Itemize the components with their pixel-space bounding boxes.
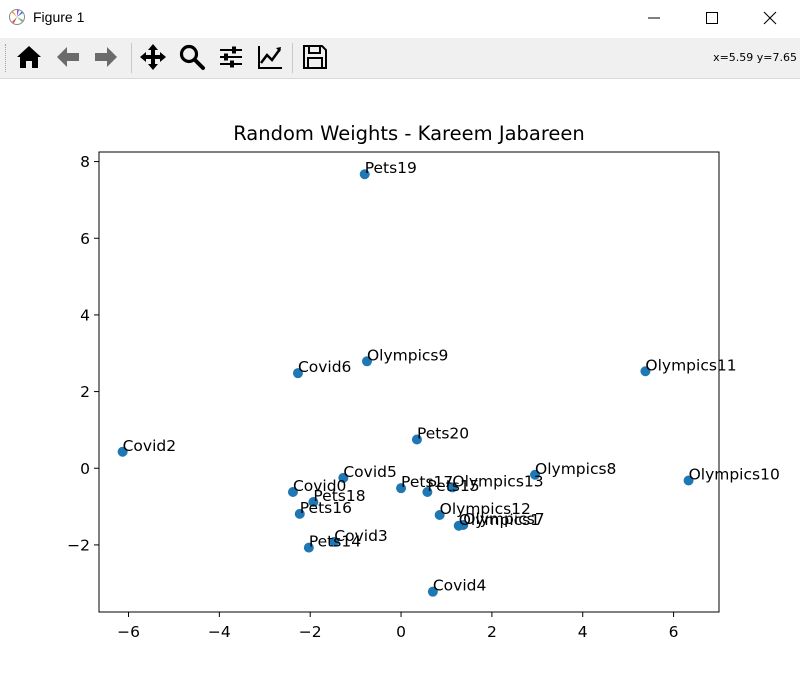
arrow-right-icon	[95, 47, 117, 67]
zoom-button[interactable]	[176, 41, 208, 73]
chart-title: Random Weights - Kareem Jabareen	[233, 122, 585, 145]
toolbar-grip	[5, 44, 8, 72]
y-axis: −2 0 2 4 6 8	[67, 153, 99, 554]
toolbar-separator	[292, 43, 293, 73]
point-label: Olympics10	[689, 466, 780, 484]
minimize-icon	[648, 17, 660, 19]
data-point	[292, 368, 303, 379]
point-label: Pets17	[401, 473, 453, 491]
data-point	[117, 446, 128, 457]
data-point	[422, 487, 433, 498]
y-tick-label: 2	[80, 383, 90, 401]
data-points	[117, 169, 694, 597]
y-tick-label: 6	[80, 230, 90, 248]
data-point	[427, 586, 438, 597]
axes-frame	[98, 151, 720, 613]
point-label: Covid5	[343, 463, 397, 481]
maximize-button[interactable]	[683, 0, 741, 36]
y-tick-label: 0	[80, 460, 90, 478]
data-point	[329, 536, 340, 547]
x-tick-label: 2	[487, 623, 497, 641]
data-point	[683, 475, 694, 486]
sliders-icon	[220, 46, 242, 68]
x-tick-label: 6	[669, 623, 679, 641]
forward-button[interactable]	[90, 41, 122, 73]
toolbar-separator	[131, 43, 132, 73]
point-label: Olympics12	[440, 500, 531, 518]
data-point	[338, 472, 349, 483]
point-label: Covid2	[123, 437, 177, 455]
point-label: Olympics1	[459, 511, 540, 529]
point-label: Olympics9	[367, 346, 448, 364]
point-label: Pets16	[300, 499, 352, 517]
save-button[interactable]	[299, 41, 331, 73]
save-icon	[303, 45, 327, 69]
point-label: Pets19	[365, 159, 417, 177]
x-tick-label: −2	[299, 623, 322, 641]
data-point	[287, 487, 298, 498]
back-button[interactable]	[52, 41, 84, 73]
close-button[interactable]	[741, 0, 799, 36]
close-icon	[763, 11, 777, 25]
data-point	[640, 366, 651, 377]
x-tick-label: 0	[396, 623, 406, 641]
data-point	[308, 496, 319, 507]
data-point	[303, 542, 314, 553]
point-label: Olympics7	[463, 510, 544, 528]
point-labels: Covid0 Olympics1 Covid2 Covid3 Covid4 Covid5 C…	[123, 159, 780, 594]
title-bar: Figure 1	[0, 0, 800, 36]
chart-line-icon	[258, 46, 282, 69]
y-tick-label: −2	[67, 536, 90, 554]
point-label: Olympics13	[452, 472, 543, 490]
x-axis: −6 −4 −2 0 2 4 6	[117, 612, 679, 641]
point-label: Pets20	[417, 425, 469, 443]
edit-axis-button[interactable]	[254, 41, 286, 73]
move-icon	[140, 44, 166, 70]
scatter-chart: Random Weights - Kareem Jabareen −6 −4 −2 0…	[67, 122, 780, 641]
point-label: Pets14	[309, 533, 361, 551]
x-tick-label: −4	[208, 623, 231, 641]
y-tick-label: 8	[80, 153, 90, 171]
point-label: Covid6	[298, 358, 352, 376]
home-icon	[17, 46, 41, 68]
minimize-button[interactable]	[625, 0, 683, 36]
point-label: Pets15	[427, 477, 479, 495]
navigation-toolbar: x=5.59 y=7.65	[0, 38, 800, 79]
point-label: Olympics11	[645, 356, 736, 374]
point-label: Covid4	[433, 577, 487, 595]
data-point	[294, 508, 305, 519]
pan-button[interactable]	[137, 41, 169, 73]
data-point	[396, 483, 407, 494]
subplots-button[interactable]	[215, 41, 247, 73]
point-label: Pets18	[313, 487, 365, 505]
y-tick-label: 4	[80, 306, 90, 324]
data-point	[361, 356, 372, 367]
data-point	[359, 169, 370, 180]
arrow-left-icon	[57, 47, 79, 67]
cursor-coordinates: x=5.59 y=7.65	[713, 51, 797, 64]
data-point	[434, 510, 445, 521]
point-label: Covid0	[293, 477, 347, 495]
data-point	[530, 469, 541, 480]
x-tick-label: 4	[578, 623, 588, 641]
figure-canvas[interactable]: Random Weights - Kareem Jabareen −6 −4 −2 0…	[0, 79, 800, 679]
maximize-icon	[706, 12, 718, 24]
zoom-icon	[179, 44, 205, 70]
data-point	[411, 434, 422, 445]
window-title: Figure 1	[33, 9, 85, 25]
point-label: Olympics8	[535, 460, 616, 478]
x-tick-label: −6	[117, 623, 140, 641]
data-point	[458, 519, 469, 530]
data-point	[447, 482, 458, 493]
point-label: Covid3	[334, 527, 388, 545]
home-button[interactable]	[13, 41, 45, 73]
matplotlib-logo-icon	[8, 8, 26, 26]
